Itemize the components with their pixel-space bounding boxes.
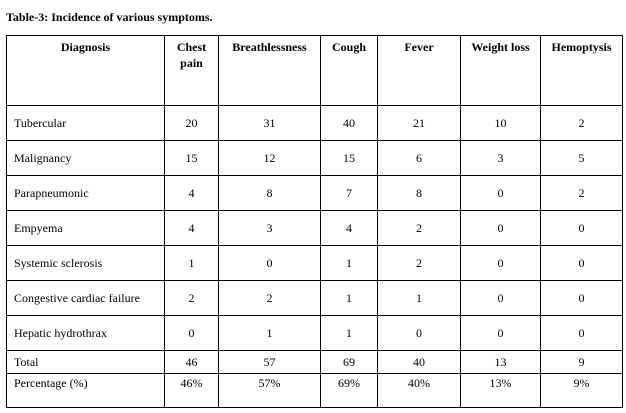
diagnosis-cell: Parapneumonic [6, 175, 165, 211]
fever-cell: 6 [377, 140, 461, 176]
hemoptysis-cell: 0 [540, 245, 623, 281]
table-row: Parapneumonic 4 8 7 8 0 2 [6, 175, 623, 211]
header-fever: Fever [377, 35, 461, 106]
table-caption: Table-3: Incidence of various symptoms. [6, 10, 213, 24]
table-row: Tubercular 20 31 40 21 10 2 [6, 105, 623, 141]
diagnosis-cell: Empyema [6, 210, 165, 246]
diagnosis-cell: Congestive cardiac failure [6, 280, 165, 316]
chest-pain-cell: 0 [164, 315, 219, 351]
table-row: Empyema 4 3 4 2 0 0 [6, 210, 623, 246]
diagnosis-cell: Malignancy [6, 140, 165, 176]
cough-cell: 4 [320, 210, 378, 246]
breathlessness-cell: 57% [218, 373, 321, 408]
cough-cell: 40 [320, 105, 378, 141]
cough-cell: 1 [320, 280, 378, 316]
breathlessness-cell: 31 [218, 105, 321, 141]
weight-loss-cell: 0 [460, 245, 541, 281]
hemoptysis-cell: 0 [540, 210, 623, 246]
header-weight-loss: Weight loss [460, 35, 541, 106]
weight-loss-cell: 10 [460, 105, 541, 141]
table-row: Malignancy 15 12 15 6 3 5 [6, 140, 623, 176]
breathlessness-cell: 0 [218, 245, 321, 281]
header-breathlessness: Breathlessness [218, 35, 321, 106]
fever-cell: 0 [377, 315, 461, 351]
table-row: Congestive cardiac failure 2 2 1 1 0 0 [6, 280, 623, 316]
hemoptysis-cell: 2 [540, 175, 623, 211]
weight-loss-cell: 0 [460, 280, 541, 316]
chest-pain-cell: 4 [164, 210, 219, 246]
chest-pain-cell: 20 [164, 105, 219, 141]
fever-cell: 21 [377, 105, 461, 141]
hemoptysis-cell: 0 [540, 280, 623, 316]
header-hemoptysis: Hemoptysis [540, 35, 623, 106]
chest-pain-cell: 46 [164, 350, 219, 374]
fever-cell: 2 [377, 245, 461, 281]
fever-cell: 1 [377, 280, 461, 316]
diagnosis-cell: Tubercular [6, 105, 165, 141]
cough-cell: 15 [320, 140, 378, 176]
fever-cell: 40 [377, 350, 461, 374]
chest-pain-cell: 46% [164, 373, 219, 408]
weight-loss-cell: 0 [460, 210, 541, 246]
hemoptysis-cell: 5 [540, 140, 623, 176]
cough-cell: 7 [320, 175, 378, 211]
diagnosis-cell: Total [6, 350, 165, 374]
cough-cell: 69% [320, 373, 378, 408]
weight-loss-cell: 0 [460, 175, 541, 211]
chest-pain-cell: 15 [164, 140, 219, 176]
hemoptysis-cell: 9% [540, 373, 623, 408]
fever-cell: 8 [377, 175, 461, 211]
breathlessness-cell: 12 [218, 140, 321, 176]
weight-loss-cell: 0 [460, 315, 541, 351]
hemoptysis-cell: 9 [540, 350, 623, 374]
table-row: Systemic sclerosis 1 0 1 2 0 0 [6, 245, 623, 281]
header-chest-pain: Chest pain [164, 35, 219, 106]
breathlessness-cell: 3 [218, 210, 321, 246]
header-row: Diagnosis Chest pain Breathlessness Coug… [6, 35, 623, 106]
breathlessness-cell: 2 [218, 280, 321, 316]
header-cough: Cough [320, 35, 378, 106]
diagnosis-cell: Systemic sclerosis [6, 245, 165, 281]
diagnosis-cell: Percentage (%) [6, 373, 165, 408]
cough-cell: 1 [320, 315, 378, 351]
chest-pain-cell: 2 [164, 280, 219, 316]
hemoptysis-cell: 0 [540, 315, 623, 351]
hemoptysis-cell: 2 [540, 105, 623, 141]
cough-cell: 1 [320, 245, 378, 281]
diagnosis-cell: Hepatic hydrothrax [6, 315, 165, 351]
breathlessness-cell: 1 [218, 315, 321, 351]
weight-loss-cell: 13% [460, 373, 541, 408]
fever-cell: 40% [377, 373, 461, 408]
chest-pain-cell: 1 [164, 245, 219, 281]
percentage-row: Percentage (%) 46% 57% 69% 40% 13% 9% [6, 373, 623, 408]
table-row: Hepatic hydrothrax 0 1 1 0 0 0 [6, 315, 623, 351]
total-row: Total 46 57 69 40 13 9 [6, 350, 623, 374]
chest-pain-cell: 4 [164, 175, 219, 211]
breathlessness-cell: 57 [218, 350, 321, 374]
fever-cell: 2 [377, 210, 461, 246]
weight-loss-cell: 13 [460, 350, 541, 374]
breathlessness-cell: 8 [218, 175, 321, 211]
cough-cell: 69 [320, 350, 378, 374]
symptoms-table: Diagnosis Chest pain Breathlessness Coug… [6, 35, 623, 408]
weight-loss-cell: 3 [460, 140, 541, 176]
header-diagnosis: Diagnosis [6, 35, 165, 106]
